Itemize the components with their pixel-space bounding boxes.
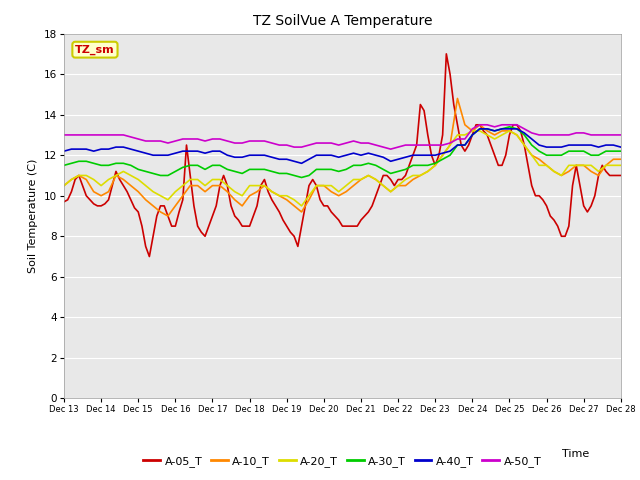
Title: TZ SoilVue A Temperature: TZ SoilVue A Temperature [253,14,432,28]
Legend: A-05_T, A-10_T, A-20_T, A-30_T, A-40_T, A-50_T: A-05_T, A-10_T, A-20_T, A-30_T, A-40_T, … [139,451,546,471]
Text: Time: Time [561,449,589,458]
Text: TZ_sm: TZ_sm [75,45,115,55]
Y-axis label: Soil Temperature (C): Soil Temperature (C) [28,159,38,273]
